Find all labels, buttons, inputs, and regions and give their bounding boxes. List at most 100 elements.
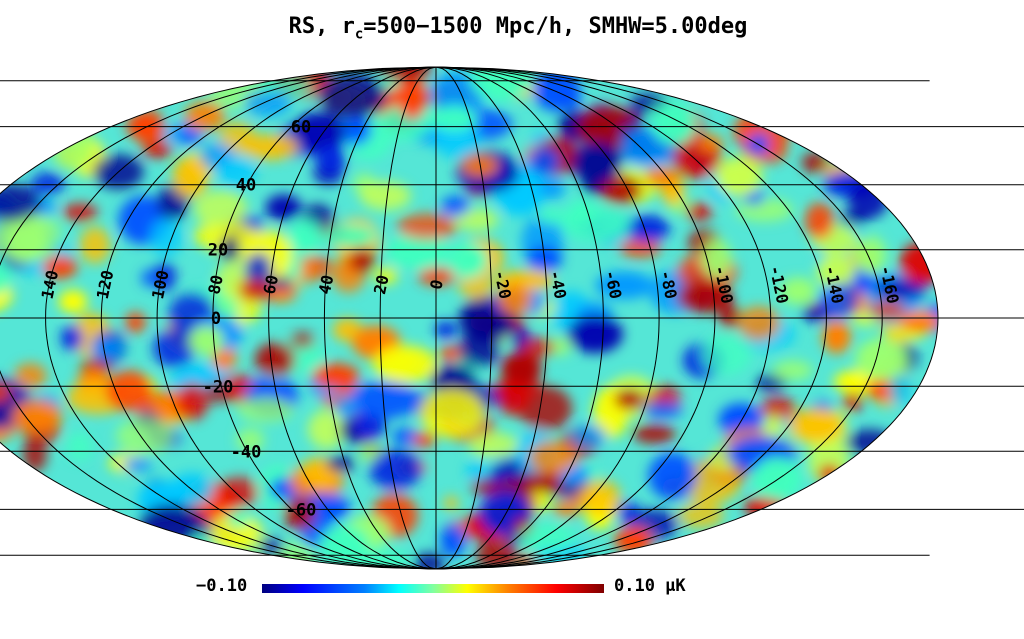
field-blob xyxy=(150,218,183,258)
field-blob xyxy=(889,373,912,406)
field-blob xyxy=(14,363,47,389)
field-blob xyxy=(760,397,797,421)
field-blob xyxy=(126,112,160,140)
field-blob xyxy=(735,198,794,222)
field-blob xyxy=(360,181,411,211)
colorbar xyxy=(262,584,604,593)
field-blob xyxy=(50,121,96,171)
field-blob xyxy=(254,342,296,377)
field-blob xyxy=(189,325,224,355)
field-blob xyxy=(348,247,376,273)
field-blob xyxy=(816,254,855,289)
field-blob xyxy=(715,156,763,196)
field-blob xyxy=(559,87,582,111)
latitude-label: 60 xyxy=(291,118,311,138)
latitude-label: -40 xyxy=(231,442,262,462)
field-blob xyxy=(419,388,485,438)
field-blob xyxy=(143,142,173,158)
field-blob xyxy=(430,106,478,132)
field-blob xyxy=(430,363,476,398)
field-blob xyxy=(718,303,740,329)
field-blob xyxy=(218,476,260,508)
field-blob xyxy=(283,497,315,530)
field-blob xyxy=(559,205,631,242)
field-blob xyxy=(500,351,542,388)
field-blob xyxy=(497,283,533,315)
field-blob xyxy=(122,457,152,472)
field-blob xyxy=(31,172,65,195)
field-blob xyxy=(352,411,386,439)
field-blob xyxy=(822,320,851,354)
field-blob xyxy=(614,388,645,410)
field-blob xyxy=(348,381,420,419)
field-blob xyxy=(773,360,813,381)
longitude-label: 80 xyxy=(204,273,227,296)
field-blob xyxy=(804,202,835,239)
field-blob xyxy=(42,255,78,279)
field-blob xyxy=(899,241,938,285)
field-blob xyxy=(238,278,272,302)
field-blob xyxy=(116,417,175,455)
field-blob xyxy=(681,459,741,504)
field-blob xyxy=(539,176,565,200)
graticule xyxy=(0,66,1024,570)
field-blob xyxy=(737,306,780,341)
field-blob xyxy=(322,224,378,248)
field-blob xyxy=(698,134,724,153)
latitude-label: 20 xyxy=(208,241,228,261)
field-blob xyxy=(298,256,316,284)
field-blob xyxy=(447,242,488,278)
temperature-field xyxy=(0,67,938,569)
field-blob xyxy=(90,336,124,359)
field-blob xyxy=(58,289,88,314)
field-blob xyxy=(788,407,844,443)
field-blob xyxy=(259,537,284,557)
field-blob xyxy=(842,392,863,412)
field-blob xyxy=(528,440,579,474)
figure-title: RS, rc=500−1500 Mpc/h, SMHW=5.00deg xyxy=(0,14,1024,42)
field-blob xyxy=(764,416,783,441)
field-blob xyxy=(176,383,209,421)
title-subscript: c xyxy=(354,26,364,43)
longitude-label: 0 xyxy=(426,278,447,291)
field-blob xyxy=(528,147,560,176)
field-blob xyxy=(369,449,422,490)
field-blob xyxy=(875,279,928,300)
field-blob xyxy=(648,452,697,500)
field-blob xyxy=(818,283,859,319)
field-blob xyxy=(440,523,467,557)
field-blob xyxy=(537,208,565,224)
field-blob xyxy=(619,238,661,258)
field-blob xyxy=(855,337,908,381)
field-blob xyxy=(326,455,356,473)
field-blob xyxy=(651,101,696,145)
field-blob xyxy=(625,215,670,242)
field-blob xyxy=(61,325,84,351)
field-blob xyxy=(549,337,572,356)
field-blob xyxy=(418,267,457,286)
field-blob xyxy=(172,155,209,198)
field-blob xyxy=(469,67,532,101)
field-blob xyxy=(443,495,459,511)
field-blob xyxy=(465,461,488,481)
field-blob xyxy=(333,395,359,418)
field-blob xyxy=(227,510,250,528)
field-blob xyxy=(140,268,160,288)
colorbar-max-label: 0.10 μK xyxy=(614,576,686,596)
field-blob xyxy=(641,401,684,419)
field-blob xyxy=(869,300,906,319)
latitude-label: 0 xyxy=(211,309,221,329)
field-blob xyxy=(219,236,240,262)
field-blob xyxy=(312,363,360,389)
field-blob xyxy=(552,499,581,518)
field-blob xyxy=(458,330,500,368)
field-blob xyxy=(520,337,556,358)
field-blob xyxy=(632,424,676,444)
field-blob xyxy=(397,75,428,119)
field-blob xyxy=(410,432,436,448)
field-blob xyxy=(518,385,573,431)
field-blob xyxy=(567,315,623,354)
field-blob xyxy=(392,427,416,446)
field-blob xyxy=(571,424,607,449)
